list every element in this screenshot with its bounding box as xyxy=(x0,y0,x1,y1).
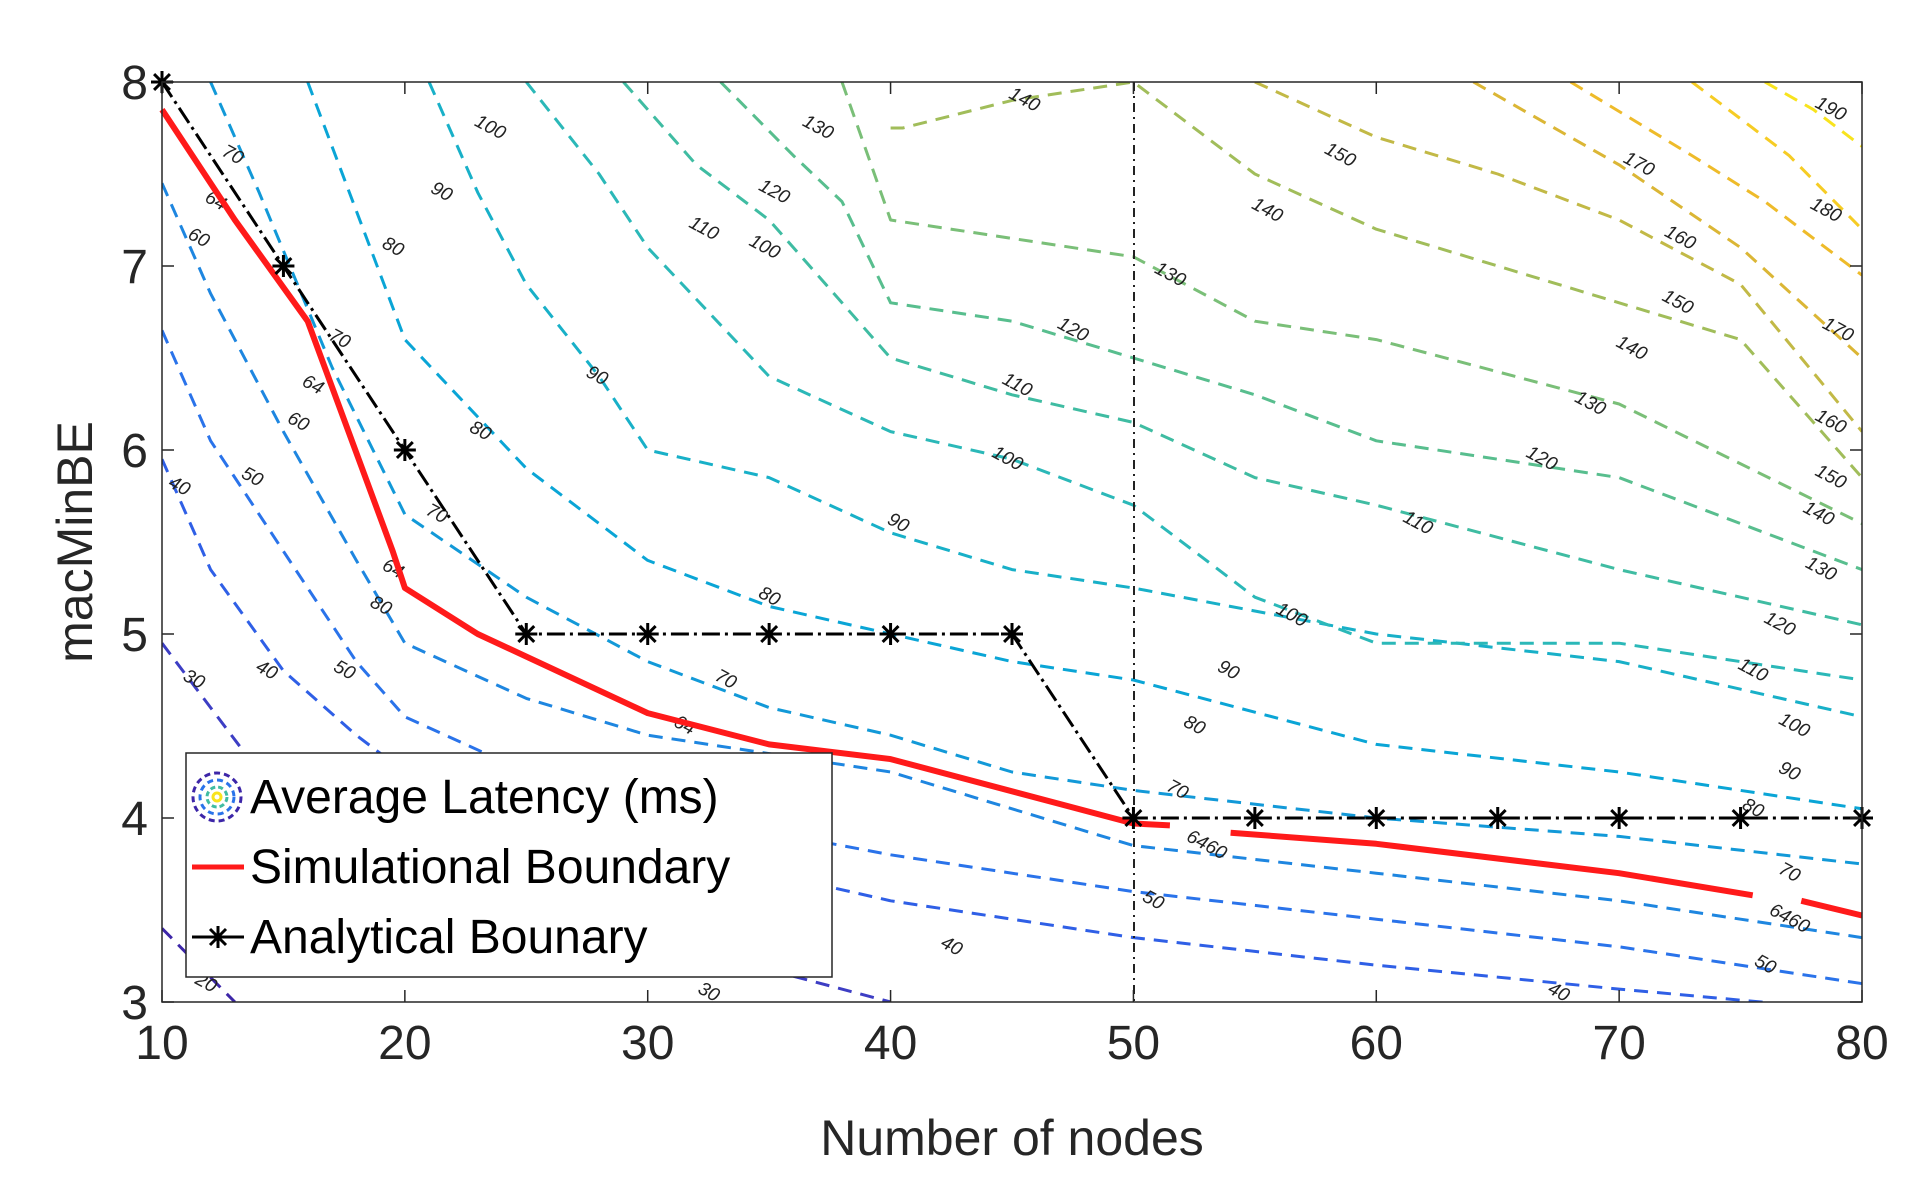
y-tick-label: 5 xyxy=(121,609,148,662)
analytical-boundary-point xyxy=(1729,807,1752,829)
legend-entry-analytical-boundary: Analytical Bounary xyxy=(192,911,648,964)
legend-label-simulational-boundary: Simulational Boundary xyxy=(250,841,730,894)
boundary-series xyxy=(151,71,1873,919)
contour-swatch-icon xyxy=(191,771,243,823)
contour-line-60 xyxy=(162,182,1862,940)
contour-line-100 xyxy=(525,82,1862,682)
analytical-boundary-point xyxy=(1122,807,1145,829)
x-tick-label: 80 xyxy=(1835,1017,1888,1070)
analytical-boundary-point xyxy=(515,623,538,645)
x-tick-label: 20 xyxy=(378,1017,431,1070)
y-tick-label: 3 xyxy=(121,977,148,1030)
contour-line-120 xyxy=(719,82,1862,572)
y-tick-label: 8 xyxy=(121,57,148,110)
x-axis-label: Number of nodes xyxy=(820,1110,1204,1166)
legend-entry-average-latency: Average Latency (ms) xyxy=(191,771,719,824)
analytical-boundary-point xyxy=(1243,807,1266,829)
analytical-boundary-point xyxy=(1001,623,1023,645)
legend-label-analytical-boundary: Analytical Bounary xyxy=(250,911,648,964)
analytical-boundary-point xyxy=(393,439,416,461)
contour-line-140 xyxy=(890,82,1862,479)
asterisk-marker-icon xyxy=(207,926,229,948)
contour-line-190 xyxy=(1764,82,1862,148)
y-axis-label: macMinBE xyxy=(47,421,103,663)
contour-line-110 xyxy=(622,82,1862,627)
analytical-boundary-point xyxy=(636,623,659,645)
contour-line-40 xyxy=(162,458,1778,1002)
analytical-boundary-point xyxy=(1486,807,1509,829)
analytical-boundary-point xyxy=(1608,807,1631,829)
legend: Average Latency (ms) Simulational Bounda… xyxy=(185,752,833,978)
x-tick-label: 40 xyxy=(864,1017,917,1070)
contour-label: 40 xyxy=(1544,978,1573,1007)
axis-ticks: 10 20 30 40 50 60 70 80 3 4 5 6 7 8 xyxy=(121,57,1888,1070)
simulational-boundary-line xyxy=(159,107,1171,829)
y-tick-label: 7 xyxy=(121,241,148,294)
contour-line-170 xyxy=(1569,82,1862,277)
simulational-boundary-line xyxy=(1800,897,1863,919)
contour-label: 30 xyxy=(694,978,723,1007)
contour-line-160 xyxy=(1472,82,1862,360)
analytical-boundary-point xyxy=(272,255,295,277)
legend-box xyxy=(185,752,833,978)
x-tick-label: 50 xyxy=(1107,1017,1160,1070)
analytical-boundary-point xyxy=(879,623,902,645)
contour-line-180 xyxy=(1691,82,1862,231)
x-tick-label: 70 xyxy=(1592,1017,1645,1070)
contour-line-130 xyxy=(840,82,1862,525)
legend-entry-simulational-boundary: Simulational Boundary xyxy=(192,841,730,894)
x-tick-label: 60 xyxy=(1350,1017,1403,1070)
plot-area-frame xyxy=(161,81,1863,1003)
legend-label-average-latency: Average Latency (ms) xyxy=(250,771,719,824)
analytical-boundary-point xyxy=(1365,807,1388,829)
x-tick-label: 30 xyxy=(621,1017,674,1070)
analytical-boundary-point xyxy=(758,623,781,645)
simulational-boundary-line xyxy=(1230,829,1754,899)
y-tick-label: 6 xyxy=(121,425,148,478)
y-tick-label: 4 xyxy=(121,793,148,846)
contour-line-150 xyxy=(1254,82,1862,433)
contour-line-90 xyxy=(427,82,1862,719)
x-tick-label: 10 xyxy=(135,1017,188,1070)
